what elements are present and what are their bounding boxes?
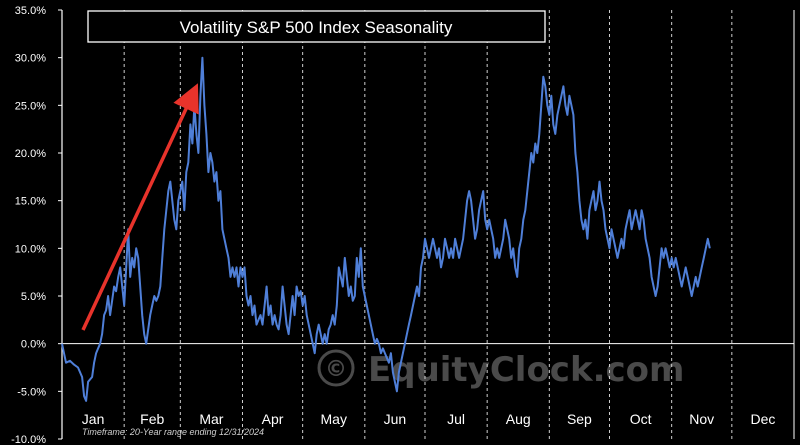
x-tick-label: Oct <box>630 411 652 427</box>
title-box: Volatility S&P 500 Index Seasonality <box>87 10 546 43</box>
watermark-logo-icon <box>317 349 355 387</box>
y-tick-label: -10.0% <box>11 434 46 445</box>
x-tick-label: Nov <box>689 411 714 427</box>
watermark-copyright-icon: © <box>325 357 347 382</box>
y-tick-label: 35.0% <box>15 5 46 17</box>
y-tick-label: 25.0% <box>15 100 46 112</box>
y-tick-label: 15.0% <box>15 196 46 208</box>
x-tick-label: Jan <box>82 411 105 427</box>
x-tick-label: Dec <box>750 411 775 427</box>
y-axis: 35.0% 30.0% 25.0% 20.0% 15.0% 10.0% 5.0% 0.0% -5… <box>11 5 62 445</box>
watermark-text: EquityClock.com <box>368 350 684 390</box>
y-tick-label: 10.0% <box>15 243 46 255</box>
x-tick-label: Apr <box>262 411 284 427</box>
x-tick-label: Jun <box>384 411 407 427</box>
y-tick-label: 5.0% <box>21 291 46 303</box>
annotation-arrow <box>81 83 199 331</box>
x-tick-label: Jul <box>447 411 465 427</box>
timeframe-footnote: Timeframe: 20-Year range ending 12/31/20… <box>82 427 264 437</box>
annotation-layer <box>81 83 199 331</box>
x-tick-label: Mar <box>199 411 223 427</box>
x-tick-label: Aug <box>506 411 531 427</box>
y-tick-label: 0.0% <box>21 339 46 351</box>
chart-title: Volatility S&P 500 Index Seasonality <box>180 18 453 37</box>
y-tick-label: 20.0% <box>15 148 46 160</box>
title-box-border <box>87 10 546 43</box>
grid <box>61 10 795 439</box>
x-tick-label: Sep <box>567 411 592 427</box>
x-tick-label: Feb <box>140 411 164 427</box>
x-axis: Jan Feb Mar Apr May Jun Jul Aug Sep Oct Nov Dec <box>82 411 776 427</box>
x-tick-label: May <box>321 411 347 427</box>
y-tick-label: -5.0% <box>17 386 46 398</box>
watermark: © EquityClock.com <box>317 349 684 390</box>
y-tick-label: 30.0% <box>15 53 46 65</box>
series-layer <box>61 56 711 402</box>
series-line <box>61 56 711 402</box>
